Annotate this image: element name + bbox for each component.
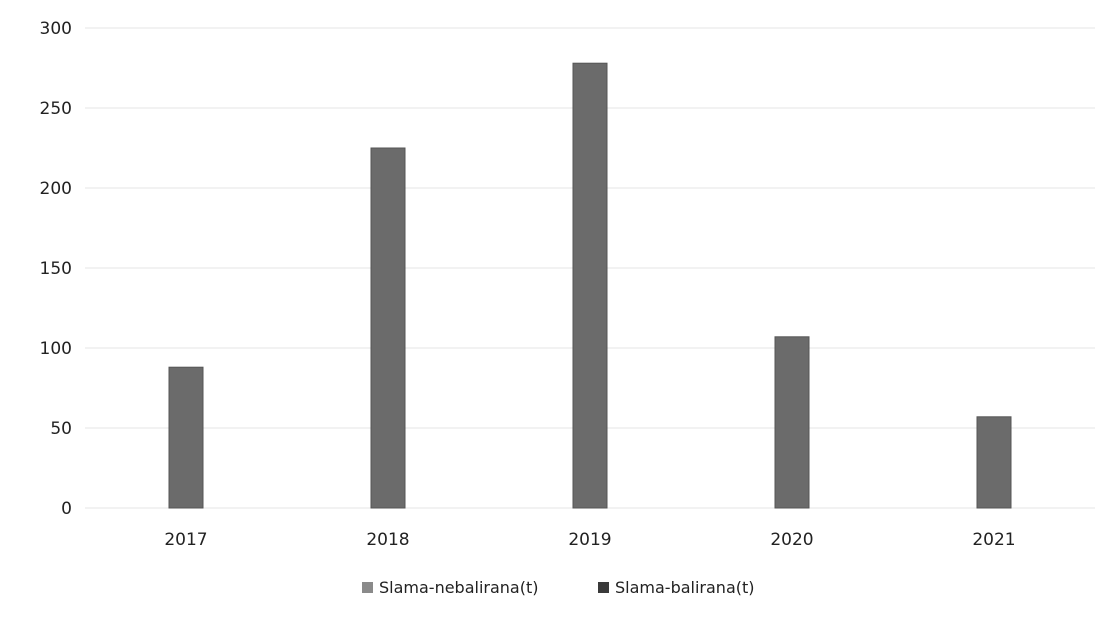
legend-label-slama-balirana: Slama-balirana(t): [615, 578, 755, 597]
legend-label-slama-nebalirana: Slama-nebalirana(t): [379, 578, 539, 597]
x-category-label: 2019: [568, 530, 611, 550]
y-tick-label: 150: [40, 259, 72, 279]
x-category-label: 2020: [770, 530, 813, 550]
bar-slama-balirana-2020: [774, 336, 810, 509]
legend-swatch-slama-balirana: [598, 582, 609, 593]
bars: [168, 62, 1012, 509]
y-tick-label: 50: [50, 419, 72, 439]
y-axis-ticks: 0 50 100 150 200 250 300: [40, 19, 72, 519]
x-category-label: 2018: [366, 530, 409, 550]
x-category-label: 2021: [972, 530, 1015, 550]
y-tick-label: 0: [61, 499, 72, 519]
bar-slama-balirana-2021: [976, 416, 1012, 509]
x-axis-categories: 2017 2018 2019 2020 2021: [164, 530, 1015, 550]
bar-slama-balirana-2019: [572, 62, 608, 509]
bar-slama-balirana-2018: [370, 147, 406, 509]
y-tick-label: 300: [40, 19, 72, 39]
bar-slama-balirana-2017: [168, 366, 204, 509]
y-tick-label: 200: [40, 179, 72, 199]
x-category-label: 2017: [164, 530, 207, 550]
y-tick-label: 250: [40, 99, 72, 119]
legend-swatch-slama-nebalirana: [362, 582, 373, 593]
legend: Slama-nebalirana(t) Slama-balirana(t): [362, 578, 755, 597]
y-tick-label: 100: [40, 339, 72, 359]
